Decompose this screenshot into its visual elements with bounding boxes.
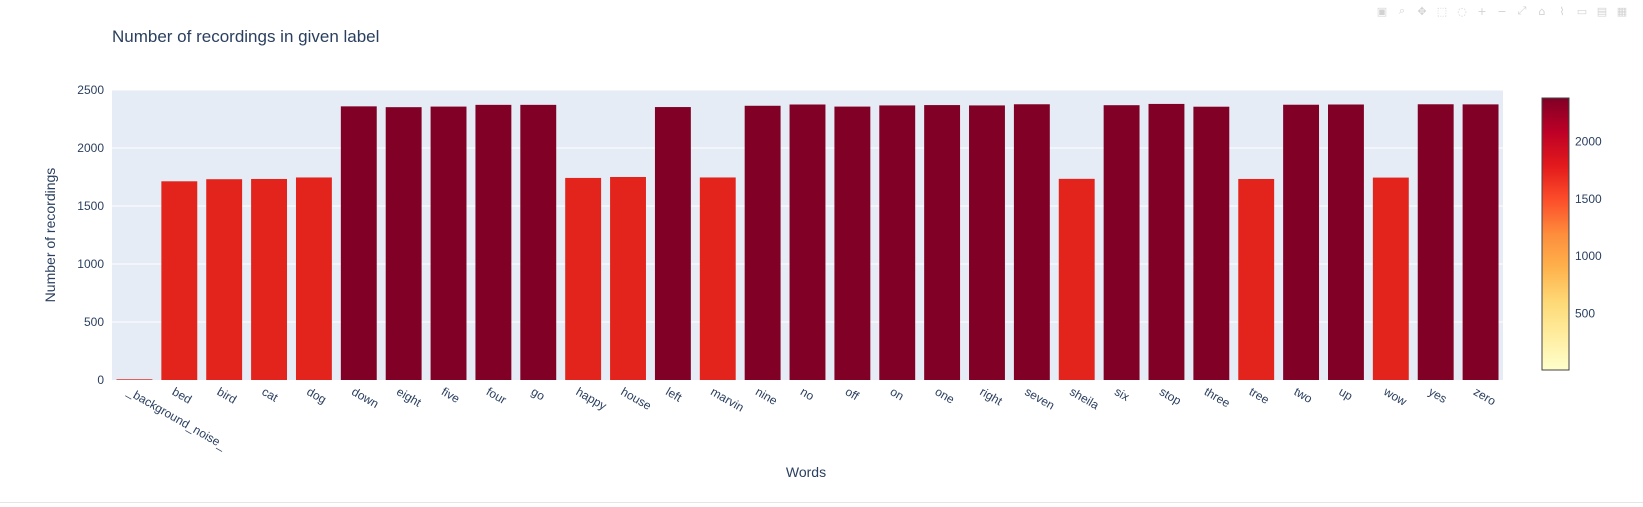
bar-dog[interactable]: [295, 177, 332, 380]
colorbar-tick-label: 2000: [1575, 135, 1602, 149]
y-tick-label: 1000: [77, 257, 104, 271]
bar-wow[interactable]: [1372, 177, 1409, 380]
x-tick-label: down: [349, 384, 381, 410]
x-tick-label: no: [798, 384, 817, 403]
x-tick-label: sheila: [1067, 384, 1101, 412]
x-tick-label: up: [1336, 384, 1355, 403]
x-axis-ticks: _background_noise_bed bird cat dog down eight…: [124, 384, 1498, 452]
bar-up[interactable]: [1328, 104, 1364, 381]
spike-icon[interactable]: ⌇: [1559, 4, 1565, 18]
bar-yes[interactable]: [1417, 104, 1454, 380]
bar-stop[interactable]: [1148, 103, 1185, 381]
bar-nine[interactable]: [744, 105, 781, 380]
bar-eight[interactable]: [385, 107, 422, 380]
x-tick-label: seven: [1022, 384, 1057, 412]
x-tick-label: cat: [260, 384, 281, 404]
x-tick-label: tree: [1247, 384, 1272, 407]
bar-two[interactable]: [1283, 104, 1320, 381]
colorbar-tick-label: 1000: [1575, 249, 1602, 263]
zoom-in-icon[interactable]: +: [1477, 4, 1487, 18]
bar-happy[interactable]: [565, 177, 602, 380]
y-tick-label: 2500: [77, 83, 104, 97]
colorbar-ticks: 500 1000 1500 2000: [1575, 135, 1602, 321]
bar-go[interactable]: [520, 104, 557, 381]
y-tick-label: 2000: [77, 141, 104, 155]
colorbar-tick-label: 500: [1575, 306, 1595, 320]
reset-icon[interactable]: ⌂: [1538, 4, 1546, 18]
x-tick-label: house: [619, 384, 655, 413]
bottom-divider: [0, 502, 1643, 503]
x-tick-label: six: [1112, 384, 1132, 403]
bar-bed[interactable]: [161, 181, 198, 380]
hover-compare-icon[interactable]: ▤: [1596, 4, 1608, 18]
y-tick-label: 500: [84, 315, 104, 329]
x-tick-label: right: [977, 384, 1005, 408]
bar-marvin[interactable]: [699, 177, 736, 380]
x-tick-label: off: [843, 384, 862, 403]
bar-four[interactable]: [475, 104, 512, 381]
y-tick-label: 0: [97, 373, 104, 387]
x-tick-label: go: [529, 384, 548, 403]
chart-title: Number of recordings in given label: [112, 27, 379, 46]
x-tick-label: yes: [1426, 384, 1449, 405]
bar-three[interactable]: [1193, 106, 1230, 380]
bar-sheila[interactable]: [1058, 178, 1095, 380]
zoom-icon[interactable]: ⌕: [1398, 4, 1406, 17]
y-axis-ticks: 0 500 1000 1500 2000 2500: [77, 83, 104, 387]
colorbar-tick-label: 1500: [1575, 192, 1602, 206]
x-axis-title: Words: [786, 464, 826, 480]
x-tick-label: four: [484, 384, 509, 406]
x-tick-label: bird: [215, 384, 239, 406]
hover-closest-icon[interactable]: ▭: [1576, 4, 1588, 18]
x-tick-label: bed: [170, 384, 194, 406]
x-tick-label: left: [663, 384, 684, 404]
bar-bird[interactable]: [206, 179, 243, 380]
bar-on[interactable]: [879, 105, 916, 380]
bar-right[interactable]: [969, 105, 1005, 380]
autoscale-icon[interactable]: ⤢: [1517, 4, 1527, 17]
bar-tree[interactable]: [1238, 178, 1275, 380]
bar-six[interactable]: [1103, 105, 1140, 381]
x-tick-label: five: [439, 384, 462, 406]
lasso-icon[interactable]: ◌: [1457, 4, 1467, 18]
bars: [116, 103, 1499, 381]
bar-five[interactable]: [430, 106, 467, 380]
x-tick-label: marvin: [708, 384, 746, 414]
x-tick-label: dog: [304, 384, 328, 406]
colorbar: [1541, 97, 1570, 371]
plotly-logo-icon[interactable]: ▦: [1616, 4, 1628, 18]
x-tick-label: nine: [753, 384, 780, 408]
x-tick-label: stop: [1157, 384, 1184, 408]
bar-cat[interactable]: [251, 178, 287, 380]
bar-house[interactable]: [610, 177, 646, 380]
x-tick-label: on: [888, 384, 907, 403]
zoom-out-icon[interactable]: −: [1497, 4, 1507, 18]
y-axis-title: Number of recordings: [42, 168, 58, 303]
bar-background-noise[interactable]: [116, 379, 153, 380]
x-tick-label: three: [1202, 384, 1233, 410]
modebar: ▣ ⌕ ✥ ⬚ ◌ + − ⤢ ⌂ ⌇ ▭ ▤ ▦: [1375, 4, 1629, 18]
box-select-icon[interactable]: ⬚: [1436, 4, 1448, 18]
y-tick-label: 1500: [77, 199, 104, 213]
pan-icon[interactable]: ✥: [1417, 4, 1427, 18]
bar-one[interactable]: [924, 105, 961, 380]
bar-down[interactable]: [340, 106, 377, 380]
x-tick-label: happy: [574, 384, 609, 412]
x-tick-label: eight: [394, 384, 424, 409]
x-tick-label: one: [933, 384, 958, 406]
bar-seven[interactable]: [1013, 104, 1050, 380]
bar-no[interactable]: [789, 104, 826, 381]
x-tick-label: two: [1292, 384, 1315, 406]
camera-icon[interactable]: ▣: [1376, 4, 1388, 18]
bar-off[interactable]: [834, 106, 871, 380]
x-tick-label: zero: [1471, 384, 1498, 408]
bar-zero[interactable]: [1462, 104, 1499, 380]
x-tick-label: wow: [1380, 384, 1409, 409]
bar-left[interactable]: [654, 107, 691, 380]
